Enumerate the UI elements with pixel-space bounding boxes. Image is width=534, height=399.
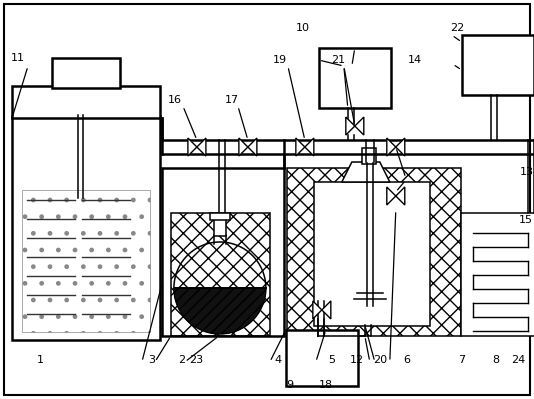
Text: 1: 1 <box>36 355 43 365</box>
Bar <box>22 190 150 332</box>
Text: 7: 7 <box>458 355 465 365</box>
Bar <box>362 148 376 164</box>
Text: 2: 2 <box>178 355 185 365</box>
Text: 24: 24 <box>512 355 526 365</box>
Text: 9: 9 <box>286 380 293 390</box>
Text: 15: 15 <box>519 215 533 225</box>
Text: 22: 22 <box>450 23 464 33</box>
Polygon shape <box>174 288 266 334</box>
Text: 20: 20 <box>373 355 387 365</box>
Text: 8: 8 <box>492 355 499 365</box>
Text: 23: 23 <box>189 355 203 365</box>
Polygon shape <box>313 301 331 319</box>
Text: 19: 19 <box>273 55 287 65</box>
Bar <box>12 116 160 340</box>
Text: 11: 11 <box>11 53 25 63</box>
Bar <box>52 58 120 88</box>
Bar <box>319 48 391 108</box>
Text: 21: 21 <box>331 55 345 65</box>
Polygon shape <box>346 117 364 135</box>
Bar <box>214 218 226 236</box>
Polygon shape <box>239 138 257 156</box>
Bar <box>210 213 230 220</box>
Bar <box>462 35 533 95</box>
Text: 5: 5 <box>328 355 335 365</box>
Bar <box>287 168 461 336</box>
Polygon shape <box>387 138 405 156</box>
Polygon shape <box>342 162 390 182</box>
Text: 12: 12 <box>350 355 364 365</box>
Text: 18: 18 <box>319 380 333 390</box>
Bar <box>12 86 160 118</box>
Bar <box>461 213 534 336</box>
Bar <box>286 330 358 386</box>
Polygon shape <box>387 187 405 205</box>
Text: 17: 17 <box>225 95 239 105</box>
Bar <box>314 182 430 326</box>
Text: 16: 16 <box>168 95 182 105</box>
Text: 4: 4 <box>274 355 281 365</box>
Bar <box>171 213 270 336</box>
Text: 10: 10 <box>296 23 310 33</box>
Bar <box>162 168 284 336</box>
Text: 3: 3 <box>148 355 155 365</box>
Polygon shape <box>188 138 206 156</box>
Text: 13: 13 <box>520 167 533 177</box>
Text: 6: 6 <box>403 355 410 365</box>
Text: 14: 14 <box>408 55 422 65</box>
Polygon shape <box>296 138 314 156</box>
